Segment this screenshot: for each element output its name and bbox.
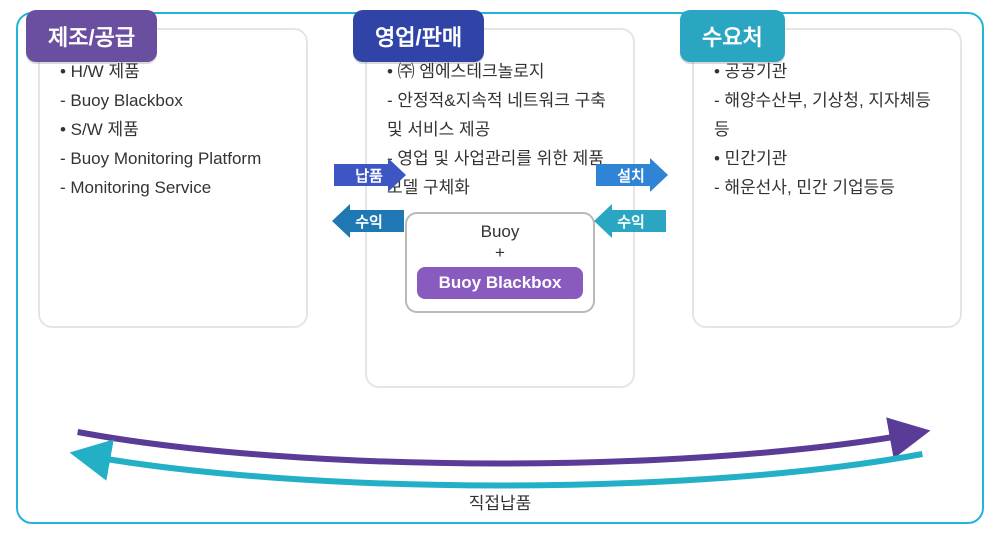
curve-bottom <box>78 454 923 486</box>
arrows-left-gap: 납품 수익 <box>334 158 404 238</box>
arrow-revenue-right: 수익 <box>596 204 666 238</box>
columns-row: 제조/공급 • H/W 제품 - Buoy Blackbox • S/W 제품 … <box>38 28 962 452</box>
arrow-delivery: 납품 <box>334 158 404 192</box>
card-demand: 수요처 • 공공기관 - 해양수산부, 기상청, 지자체등등 • 민간기관 - … <box>692 28 962 328</box>
diagram-frame: 제조/공급 • H/W 제품 - Buoy Blackbox • S/W 제품 … <box>16 12 984 524</box>
card-sales-content: • ㈜ 엠에스테크놀로지 - 안정적&지속적 네트워크 구축 및 서비스 제공 … <box>387 58 613 202</box>
bottom-curves <box>58 426 942 496</box>
arrow-revenue-right-label: 수익 <box>596 204 666 238</box>
card-manufacture: 제조/공급 • H/W 제품 - Buoy Blackbox • S/W 제품 … <box>38 28 308 328</box>
arrow-delivery-label: 납품 <box>334 158 404 192</box>
arrows-right-gap: 설치 수익 <box>596 158 666 238</box>
card-manufacture-content: • H/W 제품 - Buoy Blackbox • S/W 제품 - Buoy… <box>60 58 286 202</box>
inner-box-top: Buoy + <box>417 222 583 263</box>
inner-box: Buoy + Buoy Blackbox <box>405 212 595 313</box>
curve-top <box>78 432 923 464</box>
arrow-install-label: 설치 <box>596 158 666 192</box>
col-center: 영업/판매 • ㈜ 엠에스테크놀로지 - 안정적&지속적 네트워크 구축 및 서… <box>365 28 635 452</box>
inner-chip: Buoy Blackbox <box>417 267 583 299</box>
col-left: 제조/공급 • H/W 제품 - Buoy Blackbox • S/W 제품 … <box>38 28 308 452</box>
col-right: 수요처 • 공공기관 - 해양수산부, 기상청, 지자체등등 • 민간기관 - … <box>692 28 962 452</box>
arrow-revenue-left: 수익 <box>334 204 404 238</box>
header-demand: 수요처 <box>680 10 785 62</box>
header-manufacture: 제조/공급 <box>26 10 157 62</box>
arrow-install: 설치 <box>596 158 666 192</box>
arrow-revenue-left-label: 수익 <box>334 204 404 238</box>
bottom-label: 직접납품 <box>469 489 532 514</box>
card-demand-content: • 공공기관 - 해양수산부, 기상청, 지자체등등 • 민간기관 - 해운선사… <box>714 58 940 202</box>
header-sales: 영업/판매 <box>353 10 484 62</box>
